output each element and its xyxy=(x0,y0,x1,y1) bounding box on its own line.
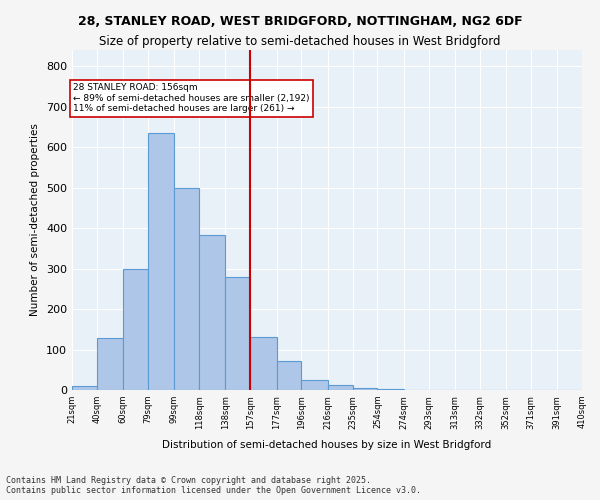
Bar xyxy=(72,386,97,390)
Bar xyxy=(301,380,328,390)
Y-axis label: Number of semi-detached properties: Number of semi-detached properties xyxy=(31,124,40,316)
Bar xyxy=(199,235,226,390)
Bar xyxy=(328,384,353,390)
Bar xyxy=(277,361,301,390)
Text: Size of property relative to semi-detached houses in West Bridgford: Size of property relative to semi-detach… xyxy=(99,35,501,48)
X-axis label: Distribution of semi-detached houses by size in West Bridgford: Distribution of semi-detached houses by … xyxy=(163,440,491,450)
Bar xyxy=(97,338,123,390)
Bar xyxy=(123,268,148,390)
Text: 28, STANLEY ROAD, WEST BRIDGFORD, NOTTINGHAM, NG2 6DF: 28, STANLEY ROAD, WEST BRIDGFORD, NOTTIN… xyxy=(77,15,523,28)
Bar xyxy=(377,389,404,390)
Bar xyxy=(226,276,250,390)
Bar xyxy=(174,188,199,390)
Text: 28 STANLEY ROAD: 156sqm
← 89% of semi-detached houses are smaller (2,192)
11% of: 28 STANLEY ROAD: 156sqm ← 89% of semi-de… xyxy=(73,84,310,113)
Bar xyxy=(250,338,277,390)
Bar xyxy=(353,388,377,390)
Text: Contains HM Land Registry data © Crown copyright and database right 2025.
Contai: Contains HM Land Registry data © Crown c… xyxy=(6,476,421,495)
Bar xyxy=(148,133,174,390)
